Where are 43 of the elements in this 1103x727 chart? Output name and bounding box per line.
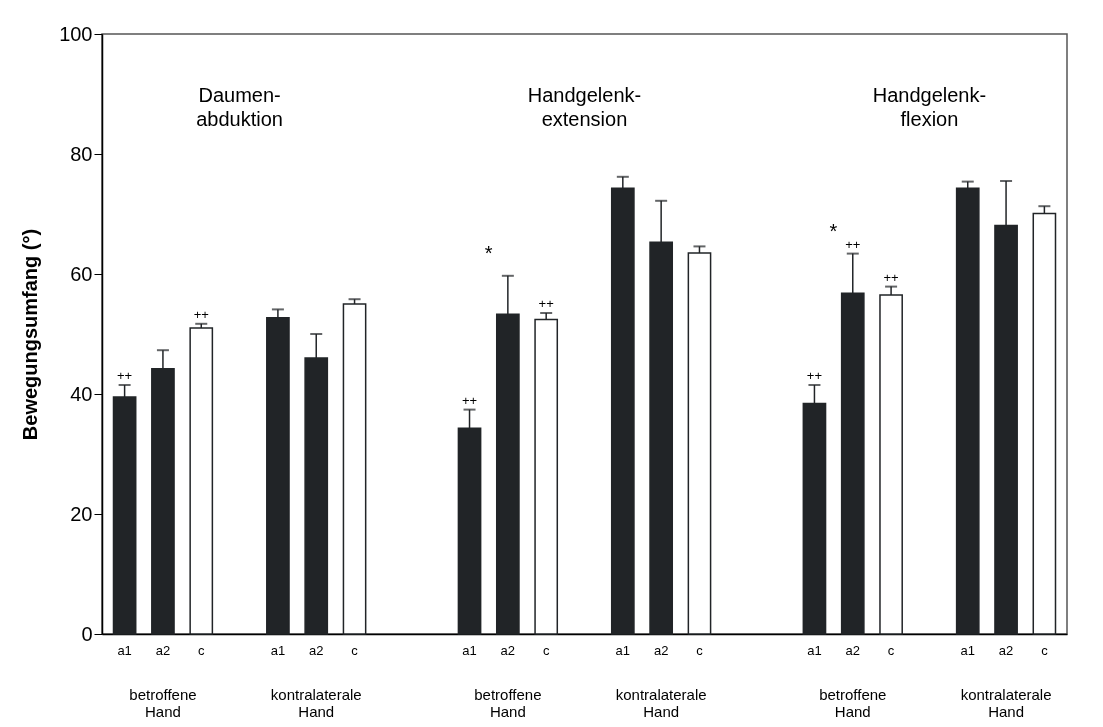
text: kontralaterale Hand <box>960 686 1052 720</box>
y-tick-label: 60 <box>70 262 93 285</box>
x-tick-label: a1 <box>615 642 631 658</box>
text: betroffene Hand <box>129 686 197 720</box>
x-tick-label: c <box>696 642 704 658</box>
x-tick-label: a2 <box>500 642 516 658</box>
text: kontralaterale Hand <box>270 686 362 720</box>
x-tick-label: a2 <box>309 642 324 658</box>
y-tick-label: 0 <box>81 622 93 645</box>
annotation: * <box>829 219 838 242</box>
annotation: Handgelenk- extension <box>527 84 642 130</box>
y-tick-label: 40 <box>70 382 93 405</box>
data-label: ++ <box>117 368 133 383</box>
x-tick-label: a2 <box>653 642 669 658</box>
x-tick-label: a1 <box>270 642 286 658</box>
data-label: ++ <box>193 306 209 322</box>
annotation: Daumen- abduktion <box>196 84 283 130</box>
x-tick-label: c <box>542 642 550 658</box>
x-tick-label: a1 <box>807 642 822 658</box>
text: betroffene Hand <box>474 686 542 720</box>
x-tick-label: a1 <box>960 642 975 658</box>
x-tick-label: c <box>198 642 206 658</box>
y-axis-title: Bewegungsumfang (°) <box>19 228 42 441</box>
data-label: ++ <box>806 368 823 383</box>
y-tick-label: 80 <box>70 142 93 165</box>
x-tick-label: a1 <box>117 642 132 658</box>
x-tick-label: a2 <box>845 642 860 658</box>
data-label: ++ <box>538 296 554 311</box>
text: betroffene Hand <box>819 686 887 720</box>
annotation: Handgelenk- flexion <box>872 84 987 130</box>
data-label: ++ <box>461 392 478 408</box>
x-tick-label: c <box>887 642 895 658</box>
data-label: ++ <box>883 269 899 285</box>
x-tick-label: c <box>1041 642 1049 658</box>
annotation: * <box>484 241 493 264</box>
y-tick-label: 100 <box>59 22 93 45</box>
data-label: ++ <box>845 236 861 252</box>
x-tick-label: a1 <box>462 642 477 658</box>
y-tick-label: 20 <box>70 502 93 525</box>
x-tick-label: a2 <box>155 642 171 658</box>
x-tick-label: a2 <box>998 642 1014 658</box>
x-tick-label: c <box>351 642 359 658</box>
text: kontralaterale Hand <box>615 686 707 720</box>
